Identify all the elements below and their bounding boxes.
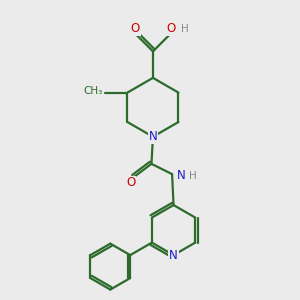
Text: O: O: [131, 22, 140, 35]
Text: O: O: [126, 176, 136, 190]
Text: CH₃: CH₃: [83, 86, 102, 96]
Text: N: N: [176, 169, 185, 182]
Text: H: H: [182, 24, 189, 34]
Text: N: N: [148, 130, 157, 143]
Text: H: H: [189, 171, 197, 181]
Text: O: O: [166, 22, 175, 35]
Text: N: N: [169, 249, 178, 262]
